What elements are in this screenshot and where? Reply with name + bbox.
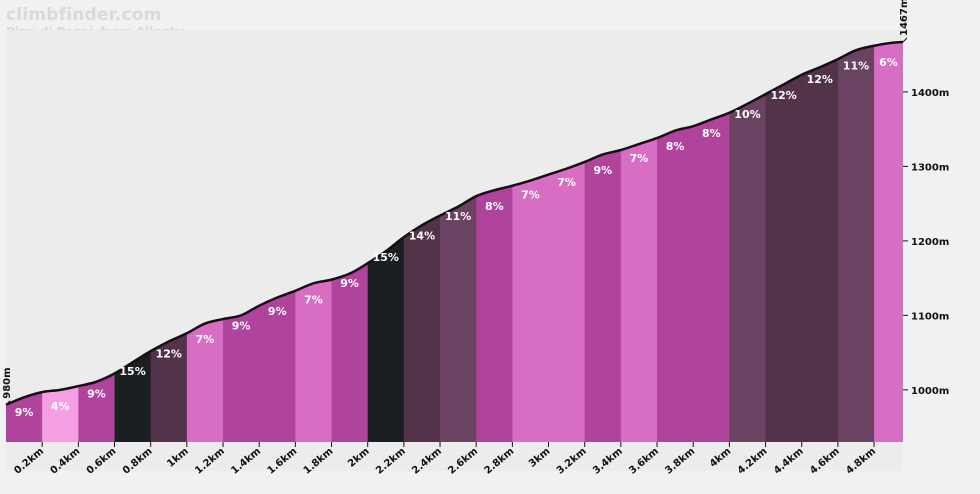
grade-label-3: 15% [119,365,145,378]
brand-watermark: climbfinder.com [6,5,162,25]
grade-label-14: 7% [521,189,540,202]
grade-label-4: 12% [156,347,182,360]
start-elevation-marker [5,400,11,406]
grade-label-18: 8% [666,140,685,153]
elevation-tick-label-1: 1100m [911,311,949,322]
grade-segment-21 [765,42,803,442]
grade-segment-23 [837,42,875,442]
elevation-tick-label-4: 1400m [911,88,949,99]
grade-label-13: 8% [485,200,504,213]
grade-label-19: 8% [702,127,721,140]
grade-label-6: 9% [232,320,251,333]
grade-label-20: 10% [734,108,760,121]
grade-label-2: 9% [87,387,106,400]
grade-label-0: 9% [15,406,34,419]
grade-label-8: 7% [304,294,323,307]
grade-label-7: 9% [268,305,287,318]
grade-label-24: 6% [879,56,898,69]
profile-outline [5,40,904,406]
grade-segment-22 [801,42,839,442]
grade-label-16: 9% [593,164,612,177]
elevation-tick-label-3: 1300m [911,162,949,173]
grade-label-21: 12% [770,89,796,102]
grade-labels: 9% 4% 9% 15% 12% 7% 9% 9% 7% 9% 15% 14% 11% 8% 7% 7% 9% 7… [15,56,898,419]
start-elevation-label: 980m [2,367,13,398]
grade-segment-24 [874,42,903,442]
grade-label-12: 11% [445,210,471,223]
elevation-axis: 1000m 1100m 1200m 1300m 1400m [903,88,949,397]
grade-label-5: 7% [196,333,215,346]
endpoint-elevation-labels: 980m 1467m [2,0,910,406]
elevation-tick-label-2: 1200m [911,237,949,248]
grade-label-22: 12% [807,73,833,86]
grade-label-23: 11% [843,60,869,73]
end-elevation-marker [902,37,908,43]
grade-label-17: 7% [630,152,649,165]
grade-label-1: 4% [51,400,70,413]
end-elevation-label: 1467m [899,0,910,36]
elevation-tick-label-0: 1000m [911,386,949,397]
grade-label-15: 7% [557,176,576,189]
grade-label-10: 15% [373,251,399,264]
grade-label-9: 9% [340,277,359,290]
grade-label-11: 14% [409,230,435,243]
